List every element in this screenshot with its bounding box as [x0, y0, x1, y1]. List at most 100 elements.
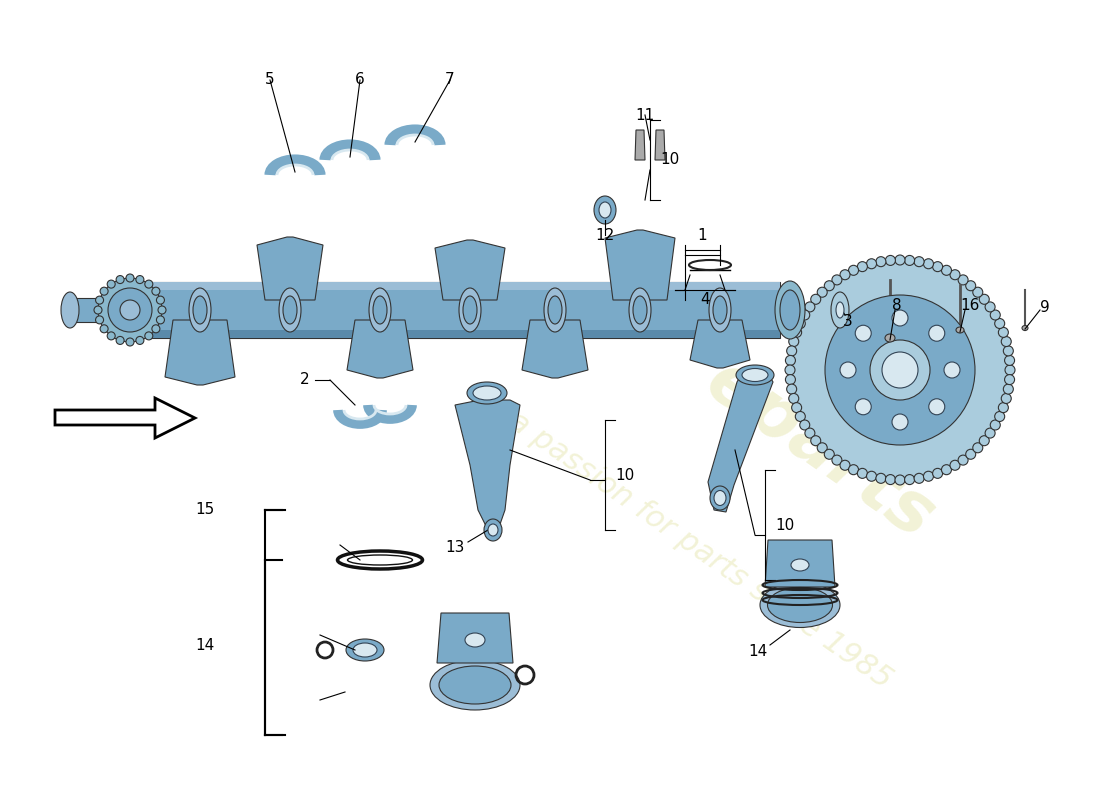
Circle shape	[156, 296, 164, 304]
Ellipse shape	[710, 486, 730, 510]
Ellipse shape	[632, 296, 647, 324]
Ellipse shape	[488, 524, 498, 536]
Circle shape	[107, 280, 116, 288]
Text: 6: 6	[355, 73, 365, 87]
Circle shape	[108, 288, 152, 332]
Text: a passion for parts since 1985: a passion for parts since 1985	[503, 406, 898, 694]
Ellipse shape	[830, 292, 849, 328]
Circle shape	[840, 362, 856, 378]
Text: 2: 2	[300, 373, 310, 387]
Circle shape	[1001, 337, 1011, 346]
Circle shape	[840, 270, 850, 280]
Circle shape	[800, 420, 810, 430]
Text: eparts: eparts	[693, 346, 947, 554]
Circle shape	[811, 294, 821, 304]
Polygon shape	[165, 320, 235, 385]
Circle shape	[958, 275, 968, 285]
Circle shape	[136, 275, 144, 283]
Ellipse shape	[836, 302, 844, 318]
Circle shape	[892, 414, 907, 430]
Text: 8: 8	[892, 298, 902, 313]
Text: 11: 11	[636, 107, 654, 122]
Polygon shape	[522, 320, 588, 378]
Circle shape	[933, 262, 943, 272]
Text: 10: 10	[615, 467, 635, 482]
Circle shape	[96, 316, 103, 324]
Ellipse shape	[430, 660, 520, 710]
Circle shape	[999, 327, 1009, 338]
Text: 9: 9	[1041, 301, 1049, 315]
Text: 14: 14	[196, 638, 214, 653]
Circle shape	[805, 428, 815, 438]
Circle shape	[832, 275, 842, 285]
Polygon shape	[455, 400, 520, 530]
Ellipse shape	[713, 296, 727, 324]
Polygon shape	[605, 230, 675, 300]
Circle shape	[958, 455, 968, 465]
Circle shape	[942, 266, 952, 275]
Circle shape	[914, 474, 924, 483]
Polygon shape	[346, 320, 412, 378]
Ellipse shape	[780, 290, 800, 330]
Text: 1: 1	[697, 227, 707, 242]
Circle shape	[924, 258, 934, 269]
Circle shape	[136, 337, 144, 345]
Circle shape	[811, 436, 821, 446]
Ellipse shape	[373, 296, 387, 324]
Text: 3: 3	[843, 314, 852, 330]
Circle shape	[848, 266, 858, 275]
Circle shape	[950, 270, 960, 280]
Circle shape	[786, 384, 796, 394]
Circle shape	[1005, 365, 1015, 375]
Circle shape	[867, 471, 877, 482]
Polygon shape	[690, 320, 750, 368]
Circle shape	[994, 411, 1004, 422]
Ellipse shape	[463, 296, 477, 324]
Circle shape	[928, 326, 945, 342]
Text: 13: 13	[446, 541, 464, 555]
Ellipse shape	[353, 643, 377, 657]
Ellipse shape	[760, 582, 840, 627]
Polygon shape	[110, 282, 780, 290]
Polygon shape	[110, 330, 780, 338]
Ellipse shape	[600, 202, 610, 218]
Ellipse shape	[473, 386, 500, 400]
Circle shape	[972, 442, 982, 453]
Ellipse shape	[714, 490, 726, 506]
Circle shape	[120, 300, 140, 320]
Circle shape	[979, 294, 989, 304]
Circle shape	[126, 338, 134, 346]
Circle shape	[895, 475, 905, 485]
Circle shape	[1004, 374, 1014, 385]
Ellipse shape	[468, 382, 507, 404]
Ellipse shape	[439, 666, 512, 704]
Circle shape	[972, 287, 982, 298]
Circle shape	[870, 340, 930, 400]
Circle shape	[979, 436, 989, 446]
Circle shape	[904, 474, 914, 485]
Circle shape	[855, 326, 871, 342]
Circle shape	[117, 337, 124, 345]
Ellipse shape	[189, 288, 211, 332]
Circle shape	[986, 302, 996, 312]
Ellipse shape	[283, 296, 297, 324]
Text: 14: 14	[748, 645, 768, 659]
Circle shape	[840, 460, 850, 470]
Ellipse shape	[465, 633, 485, 647]
Circle shape	[98, 278, 162, 342]
Circle shape	[152, 325, 160, 333]
Circle shape	[156, 316, 164, 324]
Circle shape	[795, 318, 805, 329]
Circle shape	[800, 310, 810, 320]
Circle shape	[942, 465, 952, 474]
Text: 15: 15	[196, 502, 214, 518]
Circle shape	[817, 442, 827, 453]
Text: 16: 16	[960, 298, 980, 313]
Circle shape	[805, 302, 815, 312]
Circle shape	[882, 352, 918, 388]
Circle shape	[990, 310, 1000, 320]
Circle shape	[832, 455, 842, 465]
Circle shape	[966, 281, 976, 290]
Circle shape	[1001, 394, 1011, 403]
Ellipse shape	[1022, 326, 1028, 330]
